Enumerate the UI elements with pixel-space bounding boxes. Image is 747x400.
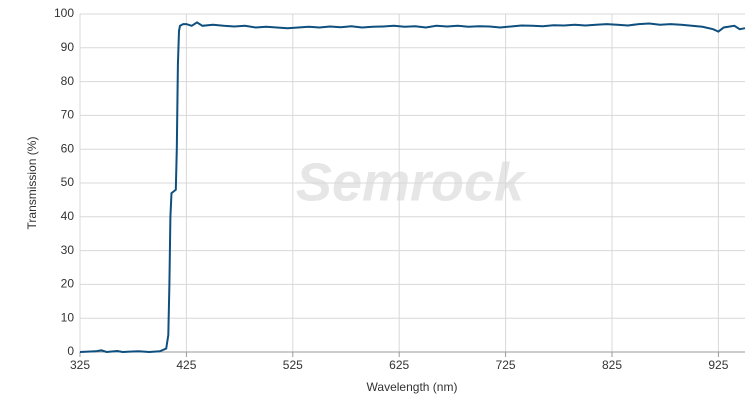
- y-tick-label: 100: [54, 6, 74, 20]
- x-tick-label: 525: [283, 358, 303, 372]
- y-tick-label: 10: [61, 310, 75, 324]
- y-tick-label: 80: [61, 74, 75, 88]
- y-tick-label: 40: [61, 209, 75, 223]
- x-tick-label: 925: [708, 358, 728, 372]
- x-tick-label: 425: [176, 358, 196, 372]
- y-tick-label: 20: [61, 277, 75, 291]
- x-tick-label: 725: [496, 358, 516, 372]
- y-axis-label: Transmission (%): [25, 137, 39, 230]
- y-tick-label: 90: [61, 40, 75, 54]
- x-axis-label: Wavelength (nm): [367, 380, 458, 394]
- x-tick-label: 825: [602, 358, 622, 372]
- watermark: Semrock: [296, 152, 527, 212]
- x-tick-label: 325: [70, 358, 90, 372]
- y-tick-label: 0: [67, 344, 74, 358]
- y-tick-label: 60: [61, 141, 75, 155]
- x-tick-label: 625: [389, 358, 409, 372]
- y-tick-label: 70: [61, 108, 75, 122]
- y-tick-label: 50: [61, 175, 75, 189]
- y-tick-label: 30: [61, 243, 75, 257]
- data-line: [79, 21, 746, 354]
